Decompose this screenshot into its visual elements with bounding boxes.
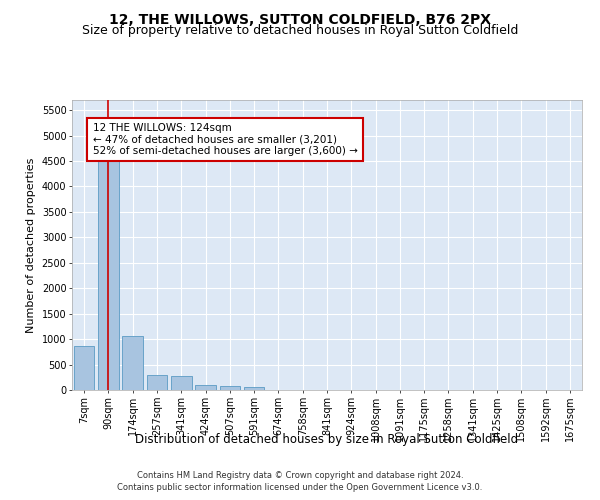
Text: Contains HM Land Registry data © Crown copyright and database right 2024.: Contains HM Land Registry data © Crown c… xyxy=(137,471,463,480)
Bar xyxy=(220,386,240,390)
Text: 12, THE WILLOWS, SUTTON COLDFIELD, B76 2PX: 12, THE WILLOWS, SUTTON COLDFIELD, B76 2… xyxy=(109,12,491,26)
Bar xyxy=(98,158,119,390)
Text: 12 THE WILLOWS: 124sqm
← 47% of detached houses are smaller (3,201)
52% of semi-: 12 THE WILLOWS: 124sqm ← 47% of detached… xyxy=(92,123,358,156)
Text: Size of property relative to detached houses in Royal Sutton Coldfield: Size of property relative to detached ho… xyxy=(82,24,518,37)
Bar xyxy=(74,346,94,390)
Text: Distribution of detached houses by size in Royal Sutton Coldfield: Distribution of detached houses by size … xyxy=(136,432,518,446)
Y-axis label: Number of detached properties: Number of detached properties xyxy=(26,158,36,332)
Bar xyxy=(171,376,191,390)
Bar xyxy=(244,387,265,390)
Text: Contains public sector information licensed under the Open Government Licence v3: Contains public sector information licen… xyxy=(118,484,482,492)
Bar xyxy=(195,386,216,390)
Bar xyxy=(146,375,167,390)
Bar xyxy=(122,336,143,390)
